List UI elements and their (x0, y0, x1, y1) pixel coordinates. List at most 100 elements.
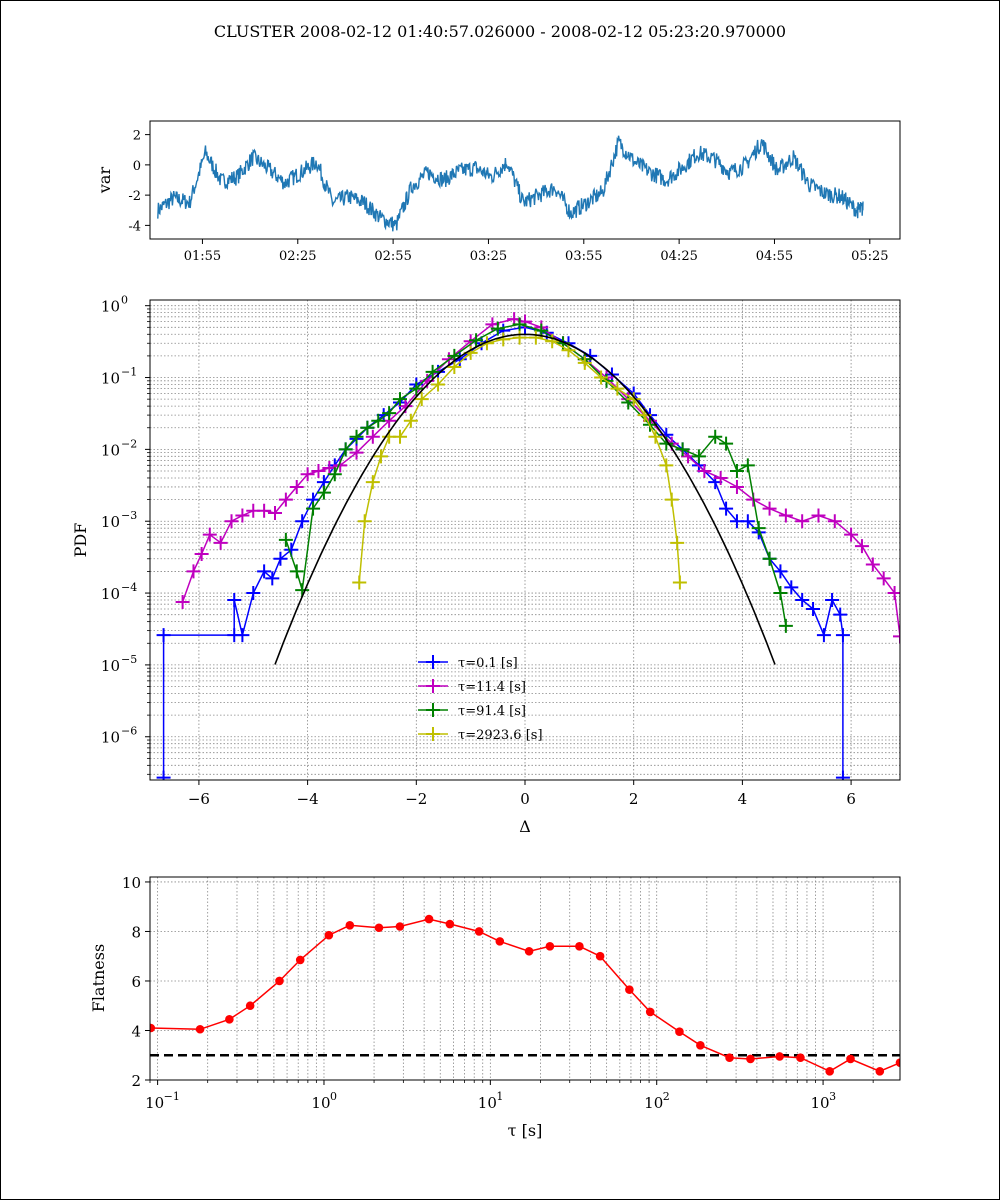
flatness-point (846, 1054, 855, 1064)
flatness-point (746, 1054, 755, 1064)
pdf-point-marker (425, 364, 440, 379)
legend-label: τ=91.4 [s] (458, 704, 526, 719)
timeseries-line (157, 135, 864, 232)
pdf-point-marker (778, 618, 793, 633)
flatness-y-tick-label: 8 (131, 923, 141, 941)
flatness-point (895, 1058, 900, 1067)
pdf-y-tick-exponent: −4 (121, 581, 137, 594)
pdf-y-tick-label: 10 (101, 585, 120, 603)
flatness-point (625, 985, 634, 994)
pdf-point-marker (784, 580, 799, 595)
timeseries-ylabel: var (95, 167, 114, 195)
pdf-point-marker (835, 770, 850, 780)
pdf-point-marker (816, 628, 831, 643)
pdf-point-marker (365, 429, 380, 444)
legend-marker (426, 727, 440, 741)
pdf-point-marker (773, 586, 788, 601)
flatness-axes-background (150, 877, 900, 1080)
pdf-point-marker (751, 521, 766, 536)
pdf-point-marker (729, 479, 744, 494)
pdf-point-marker (610, 381, 625, 396)
pdf-y-tick-exponent: −5 (121, 653, 137, 666)
figure-title: CLUSTER 2008-02-12 01:40:57.026000 - 200… (214, 22, 786, 41)
pdf-point-marker (357, 514, 372, 529)
flatness-point (195, 1024, 205, 1034)
pdf-point-marker (194, 546, 209, 561)
pdf-point-marker (675, 442, 690, 457)
pdf-x-tick-label: −6 (188, 790, 210, 808)
pdf-y-tick-label: 10 (101, 370, 120, 388)
flatness-axes-frame (149, 876, 901, 1081)
pdf-y-tick-label: 10 (101, 513, 120, 531)
pdf-point-marker (349, 429, 364, 444)
pdf-point-marker (360, 420, 375, 435)
pdf-y-tick-exponent: −1 (121, 366, 137, 379)
timeseries-panel: 01:55 02:25 02:55 03:25 03:55 04:25 04:55 05:25… (95, 120, 901, 264)
flatness-point (424, 914, 434, 924)
pdf-x-tick-label: 0 (520, 790, 530, 808)
pdf-point-marker (691, 449, 706, 464)
pdf-x-tick-label: −2 (405, 790, 427, 808)
pdf-point-marker (545, 334, 560, 349)
timeseries-x-tick-label: 05:25 (851, 249, 888, 264)
timeseries-x-tick-label: 02:55 (374, 249, 411, 264)
flatness-point (324, 930, 334, 940)
pdf-point-marker (311, 464, 326, 479)
pdf-plot-area (156, 312, 900, 780)
pdf-x-tick-label: 4 (738, 790, 748, 808)
pdf-point-marker (365, 475, 380, 490)
flatness-point (524, 946, 534, 956)
flatness-x-tick-exponent: −1 (164, 1090, 180, 1103)
pdf-point-marker (235, 628, 250, 643)
flatness-point (825, 1067, 834, 1076)
pdf-point-marker (512, 317, 527, 332)
flatness-point (595, 951, 605, 961)
flatness-y-tick-label: 6 (131, 973, 141, 991)
flatness-point (796, 1053, 805, 1063)
pdf-x-tick-label: −4 (297, 790, 319, 808)
pdf-point-marker (409, 381, 424, 396)
pdf-point-marker (664, 492, 679, 507)
flatness-point (675, 1027, 684, 1037)
pdf-point-marker (349, 445, 364, 460)
pdf-x-tick-label: 6 (846, 790, 856, 808)
pdf-point-marker (373, 449, 388, 464)
flatness-x-tick-exponent: 0 (330, 1090, 337, 1103)
pdf-y-tick-label: 10 (101, 729, 120, 747)
pdf-point-marker (795, 514, 810, 529)
pdf-point-marker (306, 501, 321, 516)
pdf-point-marker (257, 564, 272, 579)
pdf-point-marker (528, 330, 543, 345)
pdf-point-marker (224, 514, 239, 529)
legend-label: τ=11.4 [s] (458, 680, 526, 695)
pdf-point-marker (227, 593, 242, 608)
pdf-point-marker (719, 501, 734, 516)
flatness-point (775, 1052, 784, 1061)
pdf-point-marker (811, 508, 826, 523)
legend-label: τ=2923.6 [s] (458, 728, 543, 743)
pdf-y-tick-exponent: −3 (121, 509, 137, 522)
pdf-point-marker (825, 593, 840, 608)
pdf-point-marker (762, 501, 777, 516)
pdf-point-marker (156, 770, 171, 780)
pdf-point-marker (778, 508, 793, 523)
pdf-point-marker (202, 527, 217, 542)
pdf-point-marker (827, 514, 842, 529)
legend-marker (426, 679, 440, 693)
pdf-point-marker (773, 564, 788, 579)
legend-marker (426, 655, 440, 669)
legend-marker (426, 703, 440, 717)
pdf-ylabel: PDF (71, 523, 90, 558)
flatness-point (395, 922, 405, 931)
pdf-point-marker (273, 551, 288, 566)
pdf-y-tick-label: 10 (101, 657, 120, 675)
pdf-point-marker (865, 557, 880, 572)
pdf-point-marker (626, 392, 641, 407)
flatness-point (345, 920, 355, 930)
flatness-point (295, 955, 305, 965)
pdf-point-marker (393, 392, 407, 407)
pdf-point-marker (403, 413, 418, 428)
pdf-point-marker (762, 551, 777, 566)
